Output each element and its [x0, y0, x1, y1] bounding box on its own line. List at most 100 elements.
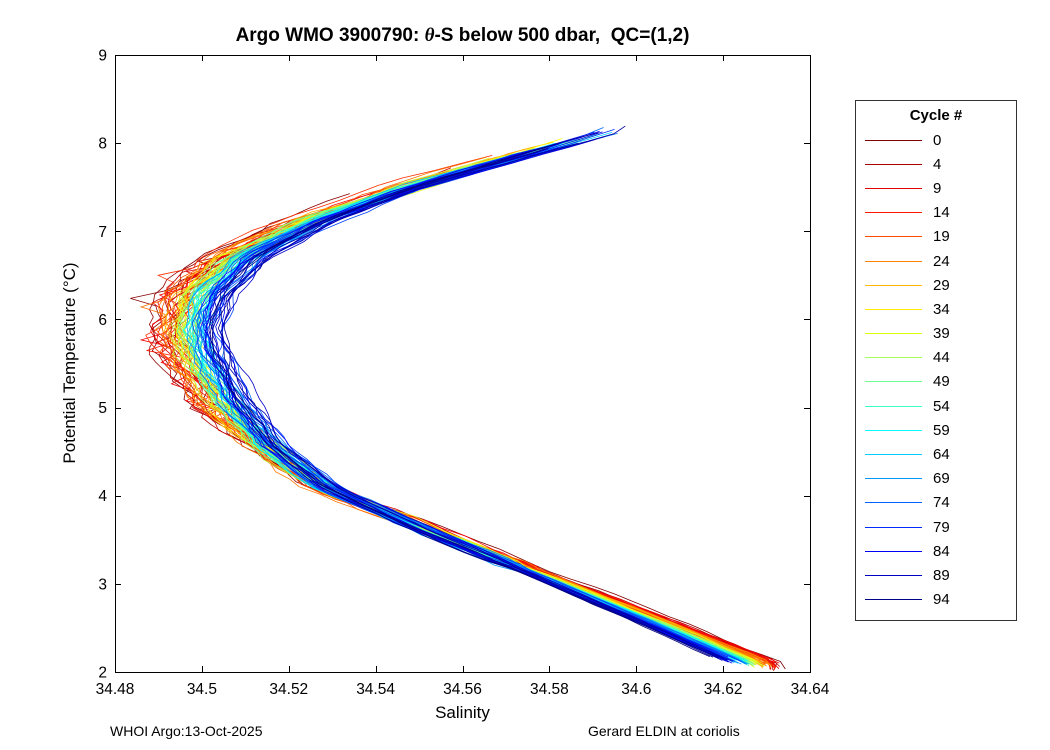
- legend-entry-label: 19: [933, 228, 950, 246]
- profile-line: [187, 133, 750, 667]
- tick-labels: 34.48 34.5 34.52 34.54 34.56 34.58 34.6 34.62 34…: [96, 48, 830, 699]
- legend-entry-label: 74: [933, 494, 950, 512]
- profile-line: [174, 152, 761, 663]
- footer-source-text: WHOI Argo:13-Oct-2025: [110, 723, 263, 739]
- x-tick-label: 34.6: [621, 681, 651, 698]
- legend-entry: 49: [856, 370, 1016, 394]
- legend-entry-label: 84: [933, 542, 950, 560]
- y-tick-label: 2: [98, 665, 107, 682]
- title-suffix: -S below 500 dbar, QC=(1,2): [434, 25, 690, 46]
- legend-line-sample: [865, 526, 922, 528]
- legend-entry-label: 29: [933, 276, 950, 294]
- profile-line: [211, 132, 714, 658]
- y-tick-label: 6: [98, 312, 107, 329]
- y-tick-label: 3: [98, 576, 107, 593]
- profile-line: [167, 185, 777, 667]
- profile-line: [196, 127, 728, 660]
- legend-entry: 4: [856, 152, 1016, 176]
- legend-line-sample: [865, 478, 922, 480]
- y-axis-label: Potential Temperature (°C): [60, 262, 79, 464]
- x-axis-label: Salinity: [435, 703, 490, 722]
- legend-entry: 54: [856, 394, 1016, 418]
- y-tick-label: 4: [98, 488, 107, 505]
- profile-line: [181, 150, 773, 668]
- legend-line-sample: [865, 212, 922, 214]
- profile-line: [192, 142, 736, 661]
- legend-entry-label: 14: [933, 204, 950, 222]
- legend-entry-label: 0: [933, 131, 942, 149]
- legend-entry-label: 59: [933, 421, 950, 439]
- legend-entry: 14: [856, 201, 1016, 225]
- legend-box: Cycle # 0 4 9 14 19 24 29 34 39 44 49 54 59 64 69 74 79 8…: [855, 100, 1017, 621]
- x-tick-label: 34.58: [530, 681, 569, 698]
- title-theta-symbol: θ: [424, 25, 435, 46]
- legend-entry-label: 69: [933, 470, 950, 488]
- legend-entry-label: 49: [933, 373, 950, 391]
- legend-entries: 0 4 9 14 19 24 29 34 39 44 49 54 59 64 69 74 79 84 89 94: [856, 128, 1016, 612]
- legend-entry-label: 44: [933, 349, 950, 367]
- legend-entry: 44: [856, 346, 1016, 370]
- legend-entry: 19: [856, 225, 1016, 249]
- legend-entry-label: 54: [933, 397, 950, 415]
- x-tick-label: 34.64: [791, 681, 830, 698]
- legend-entry-label: 9: [933, 179, 942, 197]
- legend-entry-label: 39: [933, 325, 950, 343]
- legend-entry-label: 24: [933, 252, 950, 270]
- profile-line: [180, 144, 757, 663]
- profile-line: [211, 133, 735, 659]
- legend-line-sample: [865, 454, 922, 456]
- legend-entry: 74: [856, 491, 1016, 515]
- profile-line: [221, 136, 733, 662]
- profile-line: [203, 130, 733, 664]
- x-tick-label: 34.52: [269, 681, 308, 698]
- legend-entry: 84: [856, 539, 1016, 563]
- profile-line: [163, 151, 757, 662]
- legend-line-sample: [865, 550, 922, 552]
- x-tick-label: 34.54: [356, 681, 395, 698]
- legend-entry: 34: [856, 297, 1016, 321]
- legend-entry-label: 64: [933, 446, 950, 464]
- x-tick-label: 34.56: [443, 681, 482, 698]
- profile-line: [175, 154, 761, 665]
- legend-entry: 94: [856, 588, 1016, 612]
- profile-line: [201, 143, 748, 662]
- profile-line: [173, 138, 759, 664]
- legend-entry: 24: [856, 249, 1016, 273]
- profile-line: [183, 142, 738, 661]
- profile-line: [200, 131, 720, 658]
- legend-line-sample: [865, 574, 922, 576]
- footer-credit-text: Gerard ELDIN at coriolis: [588, 723, 740, 739]
- legend-entry: 39: [856, 322, 1016, 346]
- y-tick-label: 7: [98, 224, 107, 241]
- y-tick-label: 9: [98, 48, 107, 65]
- legend-line-sample: [865, 308, 922, 310]
- legend-entry-label: 34: [933, 300, 950, 318]
- legend-line-sample: [865, 357, 922, 359]
- legend-line-sample: [865, 260, 922, 262]
- legend-title: Cycle #: [909, 107, 963, 124]
- profile-line: [201, 132, 746, 665]
- legend-line-sample: [865, 236, 922, 238]
- legend-entry-label: 4: [933, 155, 942, 173]
- profile-line: [176, 152, 746, 663]
- profile-line: [200, 142, 745, 660]
- profile-line: [179, 136, 748, 662]
- legend-line-sample: [865, 429, 922, 431]
- legend-entry-label: 79: [933, 518, 950, 536]
- profile-line: [217, 144, 742, 662]
- legend-line-sample: [865, 163, 922, 165]
- profile-line: [204, 143, 727, 662]
- profile-line: [209, 146, 710, 657]
- legend-line-sample: [865, 187, 922, 189]
- x-tick-label: 34.48: [96, 681, 135, 698]
- profile-line: [195, 139, 752, 665]
- legend-line-sample: [865, 333, 922, 335]
- profile-line: [202, 142, 729, 661]
- legend-entry: 79: [856, 515, 1016, 539]
- profile-lines: [130, 125, 786, 671]
- legend-line-sample: [865, 599, 922, 601]
- legend-entry-label: 89: [933, 566, 950, 584]
- profile-line: [193, 143, 743, 661]
